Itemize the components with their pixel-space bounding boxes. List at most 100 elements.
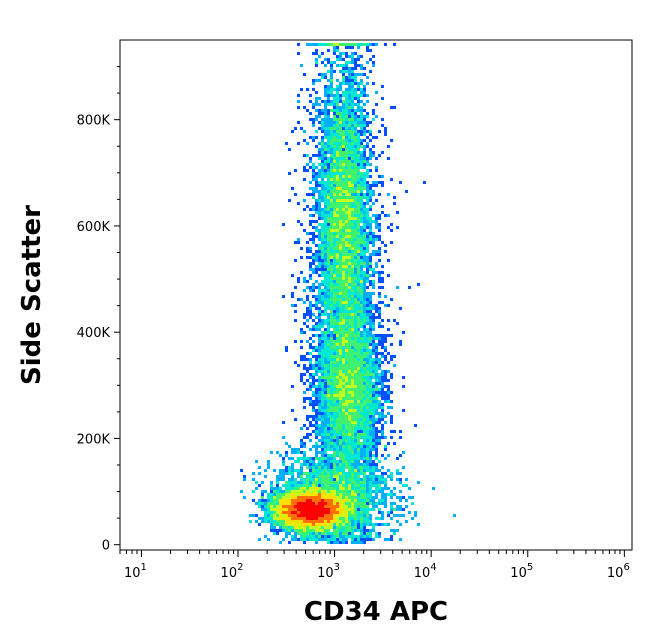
density-cell xyxy=(357,298,360,301)
density-cell xyxy=(303,526,306,529)
density-cell xyxy=(327,97,330,100)
density-cell xyxy=(381,370,384,373)
density-cell xyxy=(297,52,300,55)
density-cell xyxy=(345,43,348,46)
density-cell xyxy=(360,181,363,184)
density-cell xyxy=(390,139,393,142)
density-cell xyxy=(351,58,354,61)
density-cell xyxy=(354,250,357,253)
density-cell xyxy=(372,400,375,403)
density-cell xyxy=(288,508,291,511)
density-cell xyxy=(381,118,384,121)
density-cell xyxy=(366,184,369,187)
density-cell xyxy=(324,91,327,94)
density-cell xyxy=(330,118,333,121)
density-cell xyxy=(390,373,393,376)
density-cell xyxy=(348,529,351,532)
density-cell xyxy=(372,61,375,64)
density-cell xyxy=(297,142,300,145)
density-cell xyxy=(324,454,327,457)
density-cell xyxy=(351,496,354,499)
density-cell xyxy=(294,520,297,523)
density-cell xyxy=(357,382,360,385)
density-cell xyxy=(393,487,396,490)
density-cell xyxy=(345,235,348,238)
density-cell xyxy=(339,253,342,256)
density-cell xyxy=(309,250,312,253)
density-cell xyxy=(357,334,360,337)
density-cell xyxy=(282,460,285,463)
density-cell xyxy=(357,223,360,226)
density-cell xyxy=(336,145,339,148)
density-cell xyxy=(345,421,348,424)
density-cell xyxy=(375,418,378,421)
density-cell xyxy=(372,214,375,217)
density-cell xyxy=(375,451,378,454)
density-cell xyxy=(294,418,297,421)
density-cell xyxy=(345,319,348,322)
density-cell xyxy=(288,505,291,508)
density-cell xyxy=(324,214,327,217)
density-cell xyxy=(312,175,315,178)
density-cell xyxy=(333,382,336,385)
density-cell xyxy=(306,457,309,460)
density-cell xyxy=(369,208,372,211)
density-cell xyxy=(357,328,360,331)
density-cell xyxy=(288,514,291,517)
density-cell xyxy=(405,499,408,502)
density-cell xyxy=(291,451,294,454)
density-cell xyxy=(333,244,336,247)
density-cell xyxy=(303,424,306,427)
density-cell xyxy=(360,79,363,82)
density-cell xyxy=(354,463,357,466)
density-cell xyxy=(324,523,327,526)
density-cell xyxy=(342,397,345,400)
density-cell xyxy=(345,181,348,184)
density-cell xyxy=(321,358,324,361)
density-cell xyxy=(336,223,339,226)
density-cell xyxy=(342,466,345,469)
density-cell xyxy=(330,232,333,235)
density-cell xyxy=(369,424,372,427)
density-cell xyxy=(297,100,300,103)
density-cell xyxy=(354,379,357,382)
density-cell xyxy=(294,529,297,532)
density-cell xyxy=(354,118,357,121)
density-cell xyxy=(348,367,351,370)
density-cell xyxy=(318,223,321,226)
density-cell xyxy=(378,499,381,502)
density-cell xyxy=(315,52,318,55)
density-cell xyxy=(321,445,324,448)
density-cell xyxy=(378,421,381,424)
density-cell xyxy=(345,433,348,436)
density-cell xyxy=(321,145,324,148)
density-cell xyxy=(336,175,339,178)
density-cell xyxy=(315,400,318,403)
density-cell xyxy=(294,241,297,244)
density-cell xyxy=(339,199,342,202)
density-cell xyxy=(318,319,321,322)
density-cell xyxy=(339,331,342,334)
density-cell xyxy=(342,94,345,97)
density-cell xyxy=(354,178,357,181)
density-cell xyxy=(330,289,333,292)
density-cell xyxy=(369,301,372,304)
density-cell xyxy=(357,433,360,436)
density-cell xyxy=(279,517,282,520)
density-cell xyxy=(363,352,366,355)
density-cell xyxy=(324,511,327,514)
density-cell xyxy=(321,337,324,340)
density-cell xyxy=(315,481,318,484)
density-cell xyxy=(357,235,360,238)
density-cell xyxy=(366,334,369,337)
density-cell xyxy=(390,106,393,109)
density-cell xyxy=(360,469,363,472)
density-cell xyxy=(306,502,309,505)
density-cell xyxy=(309,286,312,289)
density-cell xyxy=(351,208,354,211)
density-cell xyxy=(375,478,378,481)
density-cell xyxy=(327,358,330,361)
density-cell xyxy=(348,415,351,418)
density-cell xyxy=(264,505,267,508)
density-cell xyxy=(312,391,315,394)
